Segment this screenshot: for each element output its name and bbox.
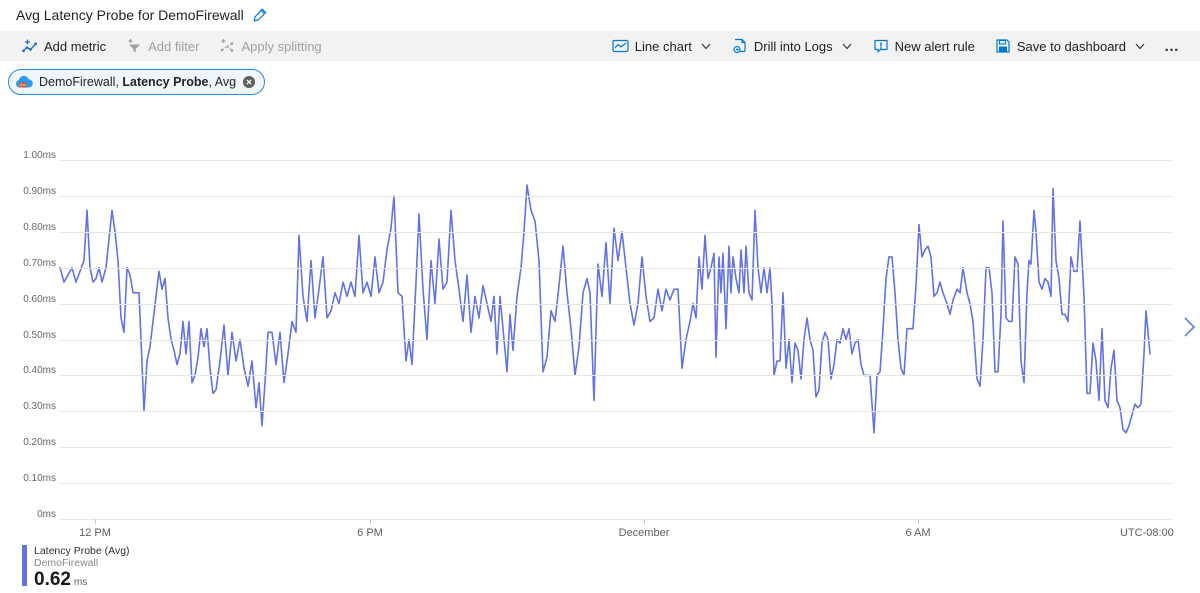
gridline [60, 447, 1172, 449]
chevron-down-icon [1135, 43, 1145, 50]
x-axis-tick [370, 519, 371, 524]
drill-into-logs-label: Drill into Logs [753, 38, 833, 54]
timezone-label: UTC-08:00 [1120, 527, 1174, 539]
legend-item[interactable]: Latency Probe (Avg) DemoFirewall 0.62 ms [22, 545, 130, 589]
save-to-dashboard-button[interactable]: Save to dashboard [987, 31, 1154, 61]
pill-aggregation: Avg [214, 75, 237, 89]
firewall-icon [15, 75, 33, 88]
x-axis-label: 6 PM [357, 527, 383, 539]
gridline [60, 160, 1172, 161]
y-axis-label: 0.10ms [23, 473, 56, 485]
series-line [59, 184, 1151, 434]
legend-value-row: 0.62 ms [34, 570, 130, 589]
legend-texts: Latency Probe (Avg) DemoFirewall 0.62 ms [34, 545, 130, 589]
pill-metric: Latency Probe [122, 75, 209, 89]
command-bar: Add metric Add filter Apply splitting [0, 31, 1200, 61]
y-axis-label: 0.70ms [23, 257, 56, 269]
gridline [60, 303, 1172, 305]
y-axis-label: 0.60ms [23, 293, 56, 305]
gridline [60, 267, 1172, 269]
gridline [60, 195, 1172, 197]
pill-text: DemoFirewall, Latency Probe, Avg [39, 75, 237, 89]
add-metric-button[interactable]: Add metric [14, 31, 114, 61]
add-filter-button[interactable]: Add filter [118, 31, 207, 61]
add-filter-icon [128, 39, 141, 53]
metric-pill-row: DemoFirewall, Latency Probe, Avg [8, 69, 266, 95]
command-bar-right: Line chart Drill into Logs [604, 31, 1186, 61]
legend-series-label: Latency Probe (Avg) [34, 545, 130, 557]
x-axis-tick [918, 519, 919, 524]
metric-pill[interactable]: DemoFirewall, Latency Probe, Avg [8, 69, 266, 95]
apply-splitting-label: Apply splitting [241, 38, 322, 54]
chart-type-button[interactable]: Line chart [604, 31, 720, 61]
edit-title-button[interactable] [252, 7, 268, 23]
apply-splitting-icon [221, 39, 234, 52]
chart-type-label: Line chart [634, 38, 692, 54]
gridline [60, 519, 1172, 520]
gridline [60, 339, 1172, 341]
add-metric-label: Add metric [44, 38, 107, 54]
page-title: Avg Latency Probe for DemoFirewall [16, 7, 244, 23]
y-axis-label: 0.30ms [23, 401, 56, 413]
latency-line-series [59, 184, 1151, 434]
x-axis-tick [95, 519, 96, 524]
legend-unit: ms [73, 577, 88, 588]
y-axis-label: 0.50ms [23, 329, 56, 341]
legend-value: 0.62 [34, 569, 71, 590]
pencil-icon [253, 8, 266, 22]
gridline [60, 375, 1172, 377]
x-axis-label: December [618, 527, 670, 539]
y-axis-label: 0.90ms [23, 185, 56, 197]
add-filter-label: Add filter [148, 38, 200, 54]
legend-color-bar [22, 545, 27, 586]
gridline [60, 483, 1172, 485]
y-axis-label: 0ms [37, 509, 56, 520]
chevron-down-icon [842, 43, 852, 50]
new-alert-rule-button[interactable]: New alert rule [865, 31, 983, 61]
y-axis-label: 0.20ms [23, 437, 56, 449]
save-to-dashboard-label: Save to dashboard [1016, 38, 1126, 54]
gridline [60, 411, 1172, 413]
y-axis-label: 0.80ms [23, 221, 56, 233]
apply-splitting-button[interactable]: Apply splitting [211, 31, 329, 61]
legend-resource-label: DemoFirewall [34, 557, 99, 569]
drill-logs-icon [733, 38, 746, 54]
y-axis-label: 0.40ms [23, 365, 56, 377]
more-commands-button[interactable]: … [1164, 37, 1180, 55]
chevron-down-icon [701, 43, 711, 50]
pill-resource: DemoFirewall [39, 75, 116, 89]
gridline [60, 231, 1172, 233]
chart-title-row: Avg Latency Probe for DemoFirewall [16, 4, 268, 26]
y-axis-label: 1.00ms [23, 150, 56, 161]
save-icon [996, 39, 1010, 53]
add-metric-icon [22, 39, 37, 53]
x-axis-label: 12 PM [79, 527, 111, 539]
close-icon[interactable] [242, 75, 256, 89]
x-axis-tick [644, 519, 645, 524]
new-alert-icon [874, 39, 888, 53]
command-bar-left: Add metric Add filter Apply splitting [14, 31, 330, 61]
new-alert-rule-label: New alert rule [894, 38, 975, 54]
x-axis-label: 6 AM [905, 527, 931, 539]
line-chart-icon [612, 39, 629, 53]
chevron-right-icon[interactable] [1182, 316, 1198, 338]
drill-into-logs-button[interactable]: Drill into Logs [724, 31, 861, 61]
